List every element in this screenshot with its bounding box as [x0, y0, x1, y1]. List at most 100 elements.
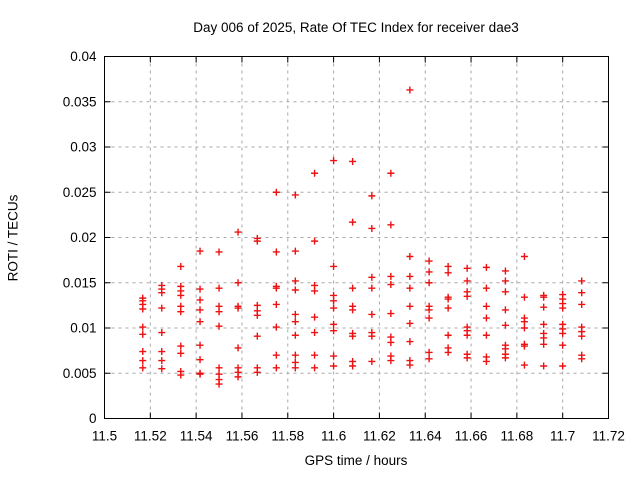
x-tick-label: 11.56 [226, 429, 259, 444]
data-point-marker [578, 355, 586, 363]
data-point-marker [177, 291, 185, 299]
data-point-marker [215, 308, 223, 316]
data-point-marker [291, 318, 299, 326]
data-point-marker [501, 321, 509, 329]
data-point-marker [463, 331, 471, 339]
data-point-marker [387, 169, 395, 177]
data-point-marker [368, 310, 376, 318]
y-tick-label: 0.005 [63, 366, 97, 381]
data-point-marker [196, 341, 204, 349]
data-point-marker [215, 284, 223, 292]
data-point-marker [311, 237, 319, 245]
data-point-marker [425, 257, 433, 265]
data-point-marker [158, 289, 166, 297]
data-point-marker [520, 318, 528, 326]
data-point-marker [291, 351, 299, 359]
y-tick-label: 0.025 [63, 185, 97, 200]
data-point-marker [196, 306, 204, 314]
data-point-marker [215, 248, 223, 256]
data-point-marker [291, 191, 299, 199]
data-point-marker [291, 364, 299, 372]
data-point-marker [139, 305, 147, 313]
y-tick-label: 0.03 [70, 140, 96, 155]
data-point-marker [330, 320, 338, 328]
data-point-marker [234, 228, 242, 236]
x-tick-label: 11.5 [92, 429, 117, 444]
data-point-marker [425, 355, 433, 363]
data-point-marker [291, 331, 299, 339]
data-point-marker [425, 306, 433, 314]
data-point-marker [177, 308, 185, 316]
data-point-marker [406, 319, 414, 327]
data-point-marker [463, 264, 471, 272]
data-point-marker [234, 373, 242, 381]
data-point-marker [177, 371, 185, 379]
data-point-marker [196, 247, 204, 255]
data-point-marker [368, 357, 376, 365]
y-tick-label: 0.015 [63, 275, 97, 290]
data-point-marker [387, 221, 395, 229]
data-point-marker [540, 362, 548, 370]
x-tick-label: 11.58 [271, 429, 304, 444]
x-tick-label: 11.52 [134, 429, 167, 444]
y-tick-label: 0.01 [70, 321, 96, 336]
data-point-marker [253, 332, 261, 340]
y-tick-label: 0.04 [70, 49, 97, 64]
data-point-marker [540, 320, 548, 328]
data-point-marker [177, 262, 185, 270]
data-point-marker [139, 348, 147, 356]
x-tick-label: 11.68 [500, 429, 533, 444]
data-point-marker [234, 344, 242, 352]
data-point-marker [330, 262, 338, 270]
data-point-marker [253, 368, 261, 376]
data-point-marker [482, 302, 490, 310]
data-point-marker [406, 272, 414, 280]
data-point-marker [349, 362, 357, 370]
data-point-marker [234, 279, 242, 287]
data-point-marker [177, 349, 185, 357]
data-point-marker [387, 357, 395, 365]
data-point-marker [330, 352, 338, 360]
data-point-marker [215, 364, 223, 372]
data-point-marker [387, 281, 395, 289]
data-point-marker [349, 306, 357, 314]
data-point-marker [482, 357, 490, 365]
data-point-marker [463, 277, 471, 285]
data-point-marker [559, 341, 567, 349]
data-point-marker [425, 348, 433, 356]
data-point-marker [540, 340, 548, 348]
data-point-marker [349, 218, 357, 226]
data-point-marker [272, 284, 280, 292]
data-point-marker [501, 277, 509, 285]
data-point-marker [272, 323, 280, 331]
data-point-marker [196, 356, 204, 364]
data-point-marker [368, 332, 376, 340]
x-tick-label: 11.54 [180, 429, 213, 444]
data-point-marker [368, 284, 376, 292]
data-point-marker [463, 354, 471, 362]
data-point-marker [444, 331, 452, 339]
data-point-marker [540, 334, 548, 342]
data-point-marker [425, 314, 433, 322]
data-point-marker [311, 169, 319, 177]
data-point-marker [444, 348, 452, 356]
data-point-marker [540, 303, 548, 311]
data-point-marker [520, 324, 528, 332]
data-point-marker [349, 332, 357, 340]
data-point-marker [349, 157, 357, 165]
data-point-marker [330, 304, 338, 312]
data-point-marker [559, 304, 567, 312]
data-point-marker [272, 351, 280, 359]
data-point-marker [291, 286, 299, 294]
data-point-marker [196, 285, 204, 293]
data-point-marker [272, 300, 280, 308]
data-point-marker [139, 364, 147, 372]
data-point-marker [158, 357, 166, 365]
data-point-marker [272, 188, 280, 196]
data-point-marker [501, 267, 509, 275]
data-point-marker [444, 304, 452, 312]
data-point-marker [482, 331, 490, 339]
data-point-marker [387, 310, 395, 318]
